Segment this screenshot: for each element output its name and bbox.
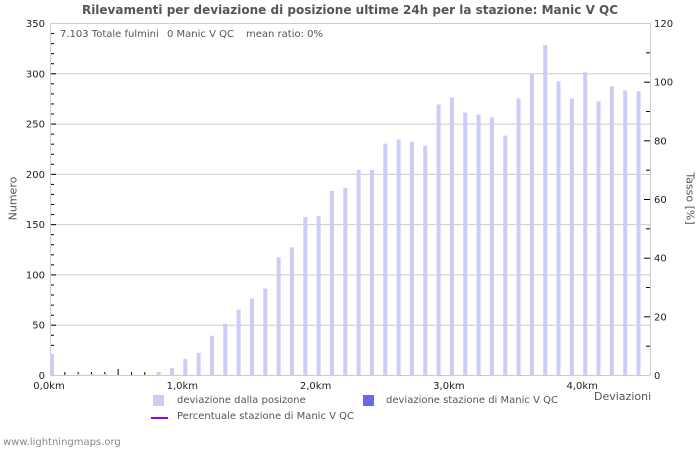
bar — [316, 216, 321, 375]
y-left-tick-label: 100 — [26, 270, 45, 281]
bar — [409, 141, 414, 375]
x-tick-label: 0,0km — [33, 381, 64, 392]
legend-swatch-station-deviation — [363, 395, 374, 406]
bar — [329, 190, 334, 375]
y-right-tick-label: 0 — [654, 371, 660, 382]
info-ratio: mean ratio: 0% — [246, 29, 324, 40]
x-tick-label: 1,0km — [167, 381, 198, 392]
x-tick-label: 4,0km — [566, 381, 597, 392]
bar — [623, 90, 628, 375]
y-right-tick-label: 120 — [654, 19, 673, 30]
y-left-tick-label: 150 — [26, 220, 45, 231]
y-right-tick-label: 20 — [654, 312, 667, 323]
footer-site-link[interactable]: www.lightningmaps.org — [3, 437, 121, 448]
bar — [463, 112, 468, 375]
x-tick-label: 3,0km — [433, 381, 464, 392]
bar — [476, 114, 481, 376]
legend-line-station-percent — [151, 417, 168, 419]
y-right-tick-label: 40 — [654, 254, 667, 265]
bar — [436, 104, 441, 375]
bar — [583, 72, 588, 375]
bar — [223, 323, 228, 375]
bar — [343, 187, 348, 375]
legend-swatch-position-deviation — [153, 395, 164, 406]
y-right-tick-label: 60 — [654, 195, 667, 206]
x-tick-label: 2,0km — [300, 381, 331, 392]
bar — [196, 352, 201, 375]
bar — [529, 73, 534, 376]
bar — [303, 217, 308, 375]
bar — [156, 371, 161, 375]
info-station: 0 Manic V QC — [167, 29, 234, 40]
bar — [103, 373, 108, 375]
bar — [356, 169, 361, 375]
y-left-tick-label: 200 — [26, 170, 45, 181]
bar — [489, 117, 494, 375]
y-left-tick-label: 0 — [39, 371, 45, 382]
y-left-tick-label: 300 — [26, 69, 45, 80]
bar — [543, 45, 548, 376]
bar — [50, 353, 54, 375]
bar — [609, 86, 614, 376]
y-axis-right-title: Tasso [%] — [683, 172, 697, 225]
bar — [76, 373, 81, 375]
bar — [503, 135, 508, 375]
bar — [263, 288, 268, 375]
legend-label-station-percent[interactable]: Percentuale stazione di Manic V QC — [177, 411, 355, 422]
bar — [169, 367, 174, 375]
chart-title: Rilevamenti per deviazione di posizione … — [81, 3, 619, 17]
bar — [423, 145, 428, 375]
bar — [276, 257, 281, 375]
bar — [596, 101, 601, 376]
info-total: 7.103 Totale fulmini — [60, 29, 159, 40]
bar — [396, 139, 401, 375]
bar — [449, 97, 454, 376]
bar — [383, 143, 388, 375]
bar — [249, 298, 254, 375]
bar — [369, 169, 374, 375]
y-axis-left-title: Numero — [6, 176, 20, 221]
x-axis-title: Deviazioni — [594, 390, 652, 403]
y-right-tick-label: 80 — [654, 136, 667, 147]
bar — [89, 373, 94, 375]
bar — [236, 309, 241, 375]
y-left-tick-label: 50 — [32, 321, 45, 332]
y-left-tick-label: 250 — [26, 120, 45, 131]
legend-label-station-deviation[interactable]: deviazione stazione di Manic V QC — [386, 395, 558, 406]
bar — [289, 247, 294, 375]
bar — [636, 91, 641, 375]
legend-label-position-deviation[interactable]: deviazione dalla posizone — [177, 395, 306, 406]
bar — [209, 335, 214, 375]
y-left-tick-label: 350 — [26, 19, 45, 30]
bar — [183, 358, 188, 375]
bar — [569, 98, 574, 375]
y-right-tick-label: 100 — [654, 78, 673, 89]
bar — [516, 98, 521, 375]
bar — [556, 81, 561, 376]
